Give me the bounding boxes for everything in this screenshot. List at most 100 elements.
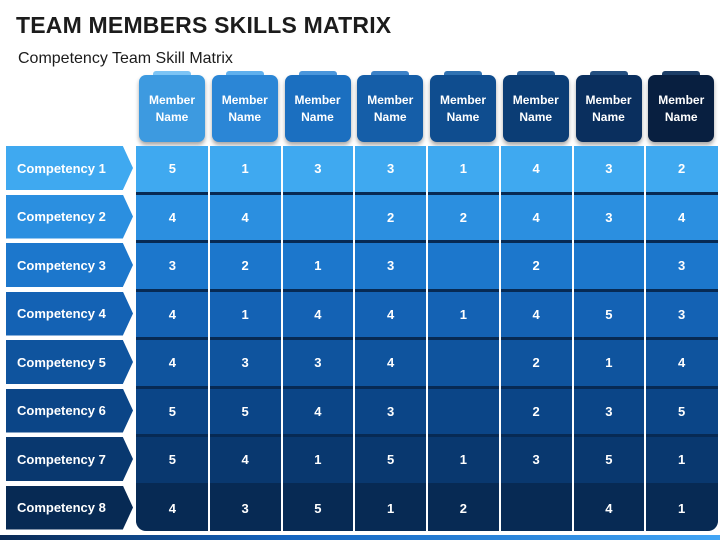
- page-subtitle: Competency Team Skill Matrix: [18, 50, 233, 67]
- column-header-label: Member Name: [367, 92, 414, 124]
- row-label-competency-7: Competency 7: [6, 437, 133, 481]
- row-label-competency-3: Competency 3: [6, 243, 133, 287]
- matrix-cell: 2: [645, 146, 718, 192]
- bottom-accent-bar: [0, 535, 720, 540]
- matrix-cell: 4: [645, 194, 718, 240]
- column-header-3: Member Name: [284, 71, 351, 142]
- column-header-tab: [153, 71, 191, 75]
- matrix-cell: 4: [208, 194, 282, 240]
- column-header-label: Member Name: [658, 92, 705, 124]
- matrix-cell: 3: [645, 243, 718, 289]
- column-header-7: Member Name: [575, 71, 642, 142]
- matrix-cell: 4: [354, 340, 427, 386]
- matrix-cell: 4: [354, 291, 427, 337]
- matrix-cell: 1: [427, 291, 500, 337]
- matrix-cell: 4: [572, 485, 646, 531]
- column-header-tab: [298, 71, 337, 75]
- column-header-label: Member Name: [294, 92, 341, 124]
- matrix-cell: 5: [354, 437, 427, 483]
- matrix-cell: 5: [281, 485, 355, 531]
- row-label-competency-8: Competency 8: [6, 485, 133, 530]
- matrix-cell: 2: [427, 194, 500, 240]
- row-label-competency-2: Competency 2: [6, 194, 133, 239]
- matrix-cell: 2: [499, 243, 573, 289]
- matrix-cell: 4: [208, 437, 282, 483]
- matrix-cell: 1: [645, 437, 718, 483]
- column-header-label: Member Name: [585, 92, 632, 124]
- matrix-cell: 5: [572, 291, 646, 337]
- row-label-competency-1: Competency 1: [6, 146, 133, 190]
- matrix-cell: [281, 194, 355, 240]
- matrix-cell: [427, 340, 500, 386]
- matrix-cell: 1: [572, 340, 646, 386]
- page-title: TEAM MEMBERS SKILLS MATRIX: [16, 12, 392, 38]
- matrix-cell: 4: [281, 291, 355, 337]
- column-divider: [280, 146, 283, 531]
- matrix-cell: 5: [136, 146, 209, 192]
- matrix-cell: 4: [499, 146, 573, 192]
- matrix-cell: 5: [136, 437, 209, 483]
- matrix-cell: 5: [136, 388, 209, 434]
- matrix-cell: 3: [208, 340, 282, 386]
- matrix-cell: [499, 485, 573, 531]
- matrix-cell: 3: [208, 485, 282, 531]
- matrix-cell: 1: [281, 243, 355, 289]
- column-header-tab: [371, 71, 410, 75]
- row-label-competency-5: Competency 5: [6, 340, 133, 384]
- matrix-cell: 1: [208, 146, 282, 192]
- matrix-cell: 1: [208, 291, 282, 337]
- column-header-label: Member Name: [148, 92, 195, 124]
- column-header-8: Member Name: [648, 71, 715, 142]
- column-divider: [498, 146, 501, 531]
- column-header-tab: [516, 71, 555, 75]
- column-header-tab: [662, 71, 701, 75]
- matrix-cell: 3: [354, 146, 427, 192]
- column-header-tab: [444, 71, 482, 75]
- matrix-cell: 2: [427, 485, 500, 531]
- matrix-cell: 2: [499, 340, 573, 386]
- column-header-label: Member Name: [221, 92, 268, 124]
- matrix-cell: 4: [499, 194, 573, 240]
- matrix-cell: 2: [354, 194, 427, 240]
- matrix-cell: 4: [136, 291, 209, 337]
- column-header-6: Member Name: [502, 71, 569, 142]
- matrix-cell: 1: [281, 437, 355, 483]
- matrix-cell: 4: [136, 194, 209, 240]
- matrix-cell: 3: [499, 437, 573, 483]
- matrix-cell: 3: [572, 146, 646, 192]
- matrix-cell: 3: [136, 243, 209, 289]
- matrix-cell: 2: [208, 243, 282, 289]
- matrix-cell: 5: [645, 388, 718, 434]
- column-divider: [644, 146, 647, 531]
- row-label-competency-4: Competency 4: [6, 291, 133, 336]
- matrix-cell: 3: [572, 194, 646, 240]
- matrix-cell: 3: [281, 146, 355, 192]
- matrix-cell: 1: [427, 437, 500, 483]
- matrix-cell: 3: [354, 243, 427, 289]
- column-header-label: Member Name: [512, 92, 559, 124]
- matrix-cell: 3: [645, 291, 718, 337]
- matrix-cell: 4: [136, 340, 209, 386]
- column-header-2: Member Name: [211, 71, 278, 142]
- matrix-cell: [427, 388, 500, 434]
- matrix-cell: 4: [645, 340, 718, 386]
- column-header-4: Member Name: [357, 71, 424, 142]
- matrix-cell: 3: [354, 388, 427, 434]
- row-label-competency-6: Competency 6: [6, 388, 133, 433]
- matrix-cell: 1: [427, 146, 500, 192]
- matrix-cell: 3: [281, 340, 355, 386]
- column-divider: [426, 146, 428, 531]
- matrix-cell: 1: [645, 485, 718, 531]
- matrix-cell: 4: [281, 388, 355, 434]
- matrix-cell: [427, 243, 500, 289]
- matrix-cell: 4: [499, 291, 573, 337]
- matrix-cell: 3: [572, 388, 646, 434]
- matrix-cell: 5: [208, 388, 282, 434]
- matrix-cell: 4: [136, 485, 209, 531]
- matrix-cell: 5: [572, 437, 646, 483]
- column-header-label: Member Name: [439, 92, 486, 124]
- matrix-cell: 1: [354, 485, 427, 531]
- column-header-5: Member Name: [430, 71, 496, 142]
- column-header-tab: [589, 71, 628, 75]
- matrix-cell: [572, 243, 646, 289]
